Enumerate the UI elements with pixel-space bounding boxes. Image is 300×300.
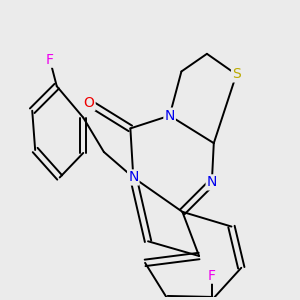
Text: N: N [128,170,139,184]
Text: F: F [46,53,54,67]
Text: N: N [207,176,217,189]
Text: O: O [84,96,94,110]
Text: F: F [208,268,216,283]
Text: N: N [164,109,175,123]
Text: S: S [232,68,241,81]
